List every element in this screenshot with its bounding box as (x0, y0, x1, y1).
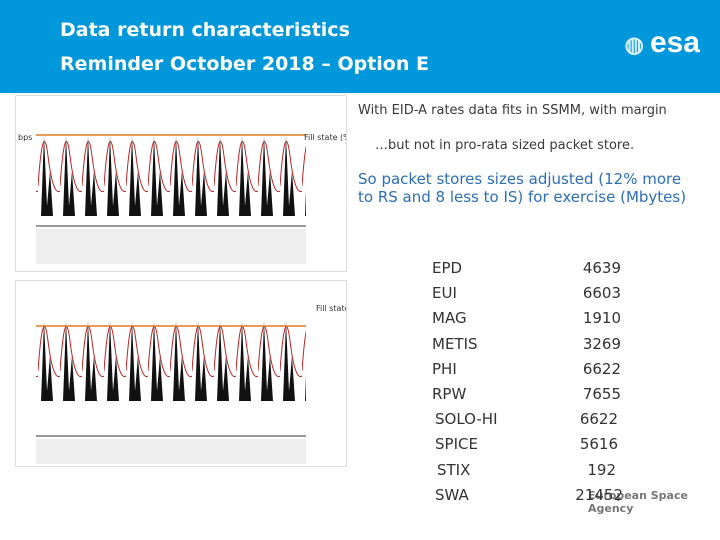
row-name: RPW (432, 385, 467, 403)
row-value: 5616 (579, 435, 618, 454)
x-axis-labels (36, 229, 306, 264)
row-value: 7655 (582, 385, 621, 403)
row-name: SPICE (435, 435, 478, 454)
footer: European Space Agency (588, 489, 688, 515)
row-value: 4639 (582, 259, 621, 277)
header-bar: Data return characteristics Reminder Oct… (0, 0, 720, 93)
chart-plot (36, 106, 306, 226)
chart-image-2: Fill state (%) (15, 280, 347, 467)
y2-axis-label: Fill state (%) (304, 133, 347, 142)
note: With EID-A rates data fits in SSMM, with… (358, 103, 667, 118)
esa-logo: ◍ esa (624, 26, 700, 59)
row-name: METIS (432, 334, 478, 353)
row-name: STIX (437, 460, 471, 479)
row-name: MAG (432, 309, 467, 328)
row-name: EUI (432, 284, 457, 303)
row-name: SWA (435, 485, 469, 504)
chart-plot (36, 306, 306, 436)
row-value: 6622 (582, 359, 621, 378)
row-name: EPD (432, 259, 463, 277)
row-value: 6622 (579, 410, 618, 429)
note: …but not in pro-rata sized packet store. (375, 138, 635, 153)
y-axis-label: bps (18, 133, 32, 142)
row-value: 6603 (582, 284, 621, 303)
row-value: 21452 (575, 485, 623, 504)
row-value: 3269 (582, 334, 621, 353)
row-name: SOLO-HI (435, 410, 498, 429)
chart-image-1: bps Fill state (%) (15, 95, 347, 272)
row-name: PHI (432, 359, 457, 378)
note: So packet stores sizes adjusted (12% mor… (358, 170, 687, 206)
logo-text: esa (649, 26, 700, 59)
slide-title: Data return characteristics (60, 19, 350, 41)
slide-subtitle: Reminder October 2018 – Option E (60, 53, 429, 75)
x-axis-labels (36, 439, 306, 464)
y2-axis-label: Fill state (%) (316, 304, 347, 313)
row-value: 1910 (582, 309, 621, 328)
row-value: 192 (587, 460, 616, 479)
